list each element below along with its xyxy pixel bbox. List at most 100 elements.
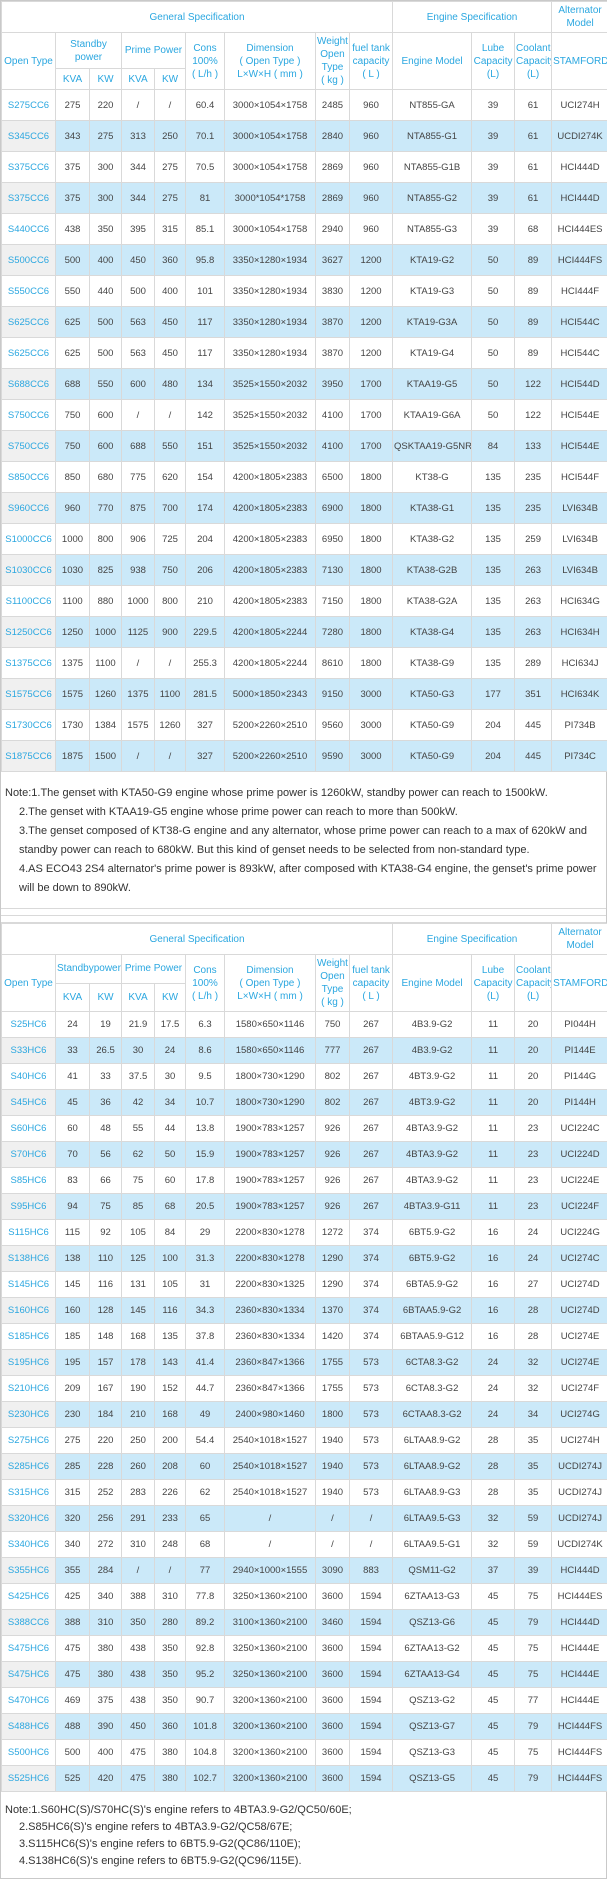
table-cell: 2360×830×1334	[225, 1298, 316, 1324]
model-link[interactable]: S550CC6	[8, 286, 49, 297]
model-link[interactable]: S750CC6	[8, 410, 49, 421]
model-link[interactable]: S70HC6	[11, 1149, 47, 1160]
model-link[interactable]: S375CC6	[8, 162, 49, 173]
col-header-standby-kw: KW	[90, 983, 122, 1012]
table-cell: 220	[90, 1428, 122, 1454]
model-link[interactable]: S275HC6	[8, 1435, 49, 1446]
table-cell: QSZ13-G3	[393, 1740, 472, 1766]
model-link[interactable]: S230HC6	[8, 1409, 49, 1420]
model-link[interactable]: S850CC6	[8, 472, 49, 483]
model-link[interactable]: S1375CC6	[5, 658, 51, 669]
model-link[interactable]: S355HC6	[8, 1565, 49, 1576]
model-link[interactable]: S625CC6	[8, 348, 49, 359]
model-link[interactable]: S340HC6	[8, 1539, 49, 1550]
model-link[interactable]: S40HC6	[11, 1071, 47, 1082]
model-link[interactable]: S1875CC6	[5, 751, 51, 762]
table-cell: 1100	[56, 586, 90, 617]
table-cell: 24	[515, 1246, 552, 1272]
model-link[interactable]: S95HC6	[11, 1201, 47, 1212]
model-link[interactable]: S320HC6	[8, 1513, 49, 1524]
table-cell: 77	[515, 1688, 552, 1714]
model-link[interactable]: S185HC6	[8, 1331, 49, 1342]
table-cell: 220	[90, 90, 122, 121]
model-link[interactable]: S750CC6	[8, 441, 49, 452]
model-link[interactable]: S115HC6	[8, 1227, 49, 1238]
table-cell: 445	[515, 741, 552, 772]
table-cell: 3000	[350, 741, 393, 772]
table-cell: 291	[122, 1506, 155, 1532]
model-link[interactable]: S60HC6	[11, 1123, 47, 1134]
table-cell: 101	[186, 276, 225, 307]
model-link[interactable]: S1000CC6	[5, 534, 51, 545]
model-link[interactable]: S345CC6	[8, 131, 49, 142]
model-link[interactable]: S470HC6	[8, 1695, 49, 1706]
table-cell: 148	[90, 1324, 122, 1350]
table-cell: 178	[122, 1350, 155, 1376]
col-header-cons: Cons 100% ( L/h )	[186, 955, 225, 1012]
model-link[interactable]: S688CC6	[8, 379, 49, 390]
table-cell: 39	[472, 152, 515, 183]
model-link[interactable]: S500CC6	[8, 255, 49, 266]
model-link[interactable]: S25HC6	[11, 1019, 47, 1030]
model-link[interactable]: S375CC6	[8, 193, 49, 204]
model-link[interactable]: S210HC6	[8, 1383, 49, 1394]
spacer-row	[1, 909, 606, 916]
table-cell: 167	[90, 1376, 122, 1402]
model-link[interactable]: S138HC6	[8, 1253, 49, 1264]
table-cell: KTA19-G2	[393, 245, 472, 276]
model-cell: S475HC6	[2, 1662, 56, 1688]
table-cell: NTA855-G2	[393, 183, 472, 214]
table-cell: 1800×730×1290	[225, 1064, 316, 1090]
model-cell: S1100CC6	[2, 586, 56, 617]
model-link[interactable]: S1730CC6	[5, 720, 51, 731]
table-cell: 1580×650×1146	[225, 1012, 316, 1038]
model-link[interactable]: S315HC6	[8, 1487, 49, 1498]
table-cell: 600	[90, 400, 122, 431]
table-cell: 6LTAA8.9-G3	[393, 1480, 472, 1506]
table-cell: 3600	[316, 1688, 350, 1714]
model-link[interactable]: S425HC6	[8, 1591, 49, 1602]
model-link[interactable]: S145HC6	[8, 1279, 49, 1290]
model-link[interactable]: S160HC6	[8, 1305, 49, 1316]
table-cell: 500	[90, 307, 122, 338]
table-cell: 2940	[316, 214, 350, 245]
model-link[interactable]: S195HC6	[8, 1357, 49, 1368]
model-link[interactable]: S1100CC6	[6, 596, 52, 607]
model-link[interactable]: S45HC6	[11, 1097, 47, 1108]
table-cell: 283	[122, 1480, 155, 1506]
table-cell: 750	[56, 431, 90, 462]
table-cell: 600	[90, 431, 122, 462]
table-cell: 42	[122, 1090, 155, 1116]
model-link[interactable]: S388CC6	[8, 1617, 49, 1628]
table-cell: 9560	[316, 710, 350, 741]
table-cell: 134	[186, 369, 225, 400]
model-link[interactable]: S525HC6	[8, 1773, 49, 1784]
table-cell: 35	[515, 1480, 552, 1506]
model-link[interactable]: S285HC6	[8, 1461, 49, 1472]
table-cell: 32	[472, 1532, 515, 1558]
table-cell: 6BTA5.9-G2	[393, 1272, 472, 1298]
table-cell: 750	[56, 400, 90, 431]
model-link[interactable]: S960CC6	[8, 503, 49, 514]
model-link[interactable]: S440CC6	[8, 224, 49, 235]
model-link[interactable]: S33HC6	[11, 1045, 47, 1056]
table-cell: 4BT3.9-G2	[393, 1064, 472, 1090]
table-cell: 37.8	[186, 1324, 225, 1350]
model-link[interactable]: S1250CC6	[5, 627, 51, 638]
table-cell: 360	[155, 245, 186, 276]
model-link[interactable]: S500HC6	[8, 1747, 49, 1758]
model-link[interactable]: S85HC6	[11, 1175, 47, 1186]
model-link[interactable]: S488HC6	[8, 1721, 49, 1732]
model-link[interactable]: S1030CC6	[5, 565, 51, 576]
model-link[interactable]: S625CC6	[8, 317, 49, 328]
table-cell: 1800	[350, 648, 393, 679]
table-cell: 1290	[316, 1272, 350, 1298]
model-link[interactable]: S475HC6	[8, 1669, 49, 1680]
model-link[interactable]: S475HC6	[8, 1643, 49, 1654]
model-link[interactable]: S1575CC6	[5, 689, 51, 700]
table-cell: 275	[155, 183, 186, 214]
table-cell: 6ZTAA13-G3	[393, 1584, 472, 1610]
model-link[interactable]: S275CC6	[8, 100, 49, 111]
